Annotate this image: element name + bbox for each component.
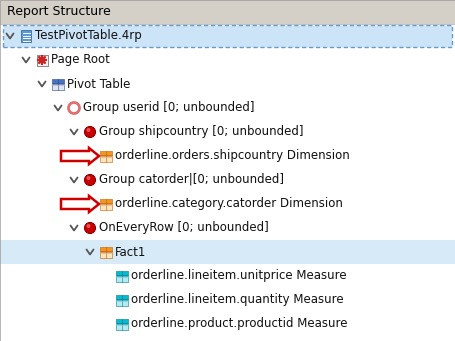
Bar bbox=[116, 276, 128, 282]
Bar bbox=[116, 324, 128, 329]
Text: Report Structure: Report Structure bbox=[7, 5, 111, 18]
Bar bbox=[36, 55, 47, 65]
Bar bbox=[100, 150, 112, 154]
Bar bbox=[21, 30, 31, 42]
Bar bbox=[0, 0, 455, 24]
Bar bbox=[116, 295, 128, 298]
Circle shape bbox=[85, 175, 96, 186]
Circle shape bbox=[85, 222, 96, 234]
Text: TestPivotTable.4rp: TestPivotTable.4rp bbox=[35, 30, 142, 43]
Circle shape bbox=[86, 176, 91, 180]
Text: orderline.orders.shipcountry Dimension: orderline.orders.shipcountry Dimension bbox=[115, 149, 350, 163]
Bar bbox=[100, 204, 112, 209]
Bar bbox=[0, 240, 455, 264]
Circle shape bbox=[86, 128, 91, 132]
Text: OnEveryRow [0; unbounded]: OnEveryRow [0; unbounded] bbox=[99, 222, 269, 235]
Bar bbox=[52, 78, 64, 83]
Bar bbox=[116, 318, 128, 323]
Text: Page Root: Page Root bbox=[51, 54, 110, 66]
Text: orderline.lineitem.quantity Measure: orderline.lineitem.quantity Measure bbox=[131, 294, 344, 307]
Text: Group catorder|[0; unbounded]: Group catorder|[0; unbounded] bbox=[99, 174, 284, 187]
Bar bbox=[52, 84, 64, 89]
Bar bbox=[100, 155, 112, 162]
Text: orderline.product.productid Measure: orderline.product.productid Measure bbox=[131, 317, 348, 330]
Text: Pivot Table: Pivot Table bbox=[67, 77, 131, 90]
Bar bbox=[116, 299, 128, 306]
Text: Group shipcountry [0; unbounded]: Group shipcountry [0; unbounded] bbox=[99, 125, 303, 138]
Text: orderline.lineitem.unitprice Measure: orderline.lineitem.unitprice Measure bbox=[131, 269, 347, 282]
Bar bbox=[100, 247, 112, 251]
Polygon shape bbox=[61, 196, 99, 212]
Bar bbox=[116, 270, 128, 275]
Bar bbox=[100, 198, 112, 203]
Circle shape bbox=[86, 224, 91, 228]
Polygon shape bbox=[61, 148, 99, 164]
Circle shape bbox=[85, 127, 96, 137]
Text: Group userid [0; unbounded]: Group userid [0; unbounded] bbox=[83, 102, 254, 115]
Bar bbox=[3, 25, 452, 47]
Text: orderline.category.catorder Dimension: orderline.category.catorder Dimension bbox=[115, 197, 343, 210]
Bar bbox=[100, 252, 112, 257]
Text: Fact1: Fact1 bbox=[115, 246, 147, 258]
